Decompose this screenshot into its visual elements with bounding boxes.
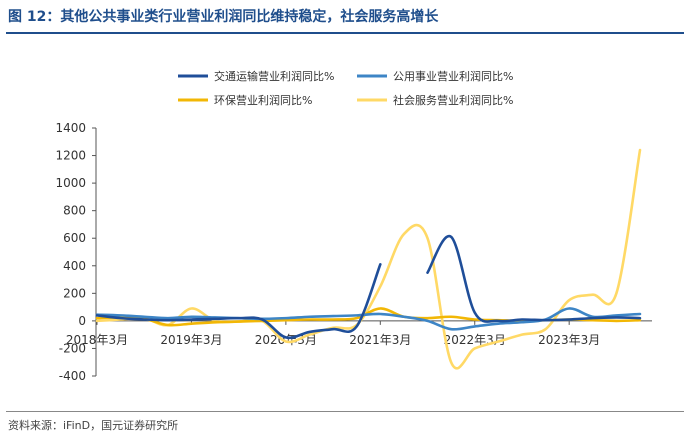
chart-axes: 1400 1200 1000 800 600 400 200 0 -200 -400 2018年3月… bbox=[55, 121, 652, 383]
series-1 bbox=[95, 307, 642, 331]
x-tick-label: 2020年3月 bbox=[255, 333, 317, 347]
y-tick-label: 1400 bbox=[55, 121, 86, 135]
series-line bbox=[95, 263, 382, 340]
x-tick-label: 2023年3月 bbox=[538, 333, 600, 347]
y-tick-label: -400 bbox=[59, 369, 86, 383]
series-0 bbox=[95, 234, 642, 340]
x-tick-label: 2019年3月 bbox=[160, 333, 222, 347]
series-line bbox=[95, 307, 642, 331]
legend-label: 公用事业营业利润同比% bbox=[393, 69, 513, 83]
chart-legend: 交通运输营业利润同比% 公用事业营业利润同比% 环保营业利润同比% 社会服务营业利润同… bbox=[178, 69, 513, 107]
y-tick-label: 600 bbox=[63, 231, 86, 245]
legend-label: 社会服务营业利润同比% bbox=[393, 93, 513, 107]
title-divider bbox=[6, 32, 684, 34]
series-line bbox=[426, 234, 642, 323]
source-note: 资料来源：iFinD，国元证券研究所 bbox=[8, 419, 179, 432]
y-tick-label: 1000 bbox=[55, 176, 86, 190]
y-tick-label: 400 bbox=[63, 259, 86, 273]
x-tick-label: 2022年3月 bbox=[444, 333, 506, 347]
y-tick-label: 200 bbox=[63, 286, 86, 300]
legend-label: 交通运输营业利润同比% bbox=[214, 69, 334, 83]
source-divider bbox=[6, 411, 684, 412]
legend-label: 环保营业利润同比% bbox=[214, 93, 312, 107]
x-tick-label: 2021年3月 bbox=[349, 333, 411, 347]
y-tick-label: 0 bbox=[78, 314, 86, 328]
x-tick-label: 2018年3月 bbox=[66, 333, 128, 347]
chart-series bbox=[95, 148, 642, 370]
page-title: 图 12：其他公共事业类行业营业利润同比维持稳定，社会服务高增长 bbox=[8, 9, 439, 25]
y-tick-label: -200 bbox=[59, 341, 86, 355]
y-tick-label: 1200 bbox=[55, 149, 86, 163]
y-tick-label: 800 bbox=[63, 204, 86, 218]
